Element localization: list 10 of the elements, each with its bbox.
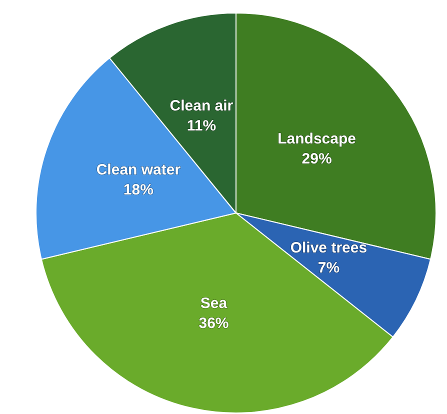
data-label: 7%	[318, 259, 340, 276]
slice-label: Landscape	[278, 130, 356, 148]
data-label: 36%	[198, 315, 229, 332]
data-label: 18%	[123, 181, 154, 198]
slice-label: Olive trees	[290, 239, 368, 256]
data-label: 11%	[186, 117, 216, 134]
data-label: 29%	[302, 150, 332, 168]
slice-label: Clean air	[170, 97, 234, 114]
slice-label: Sea	[200, 295, 228, 312]
slice-label: Clean water	[96, 161, 181, 178]
